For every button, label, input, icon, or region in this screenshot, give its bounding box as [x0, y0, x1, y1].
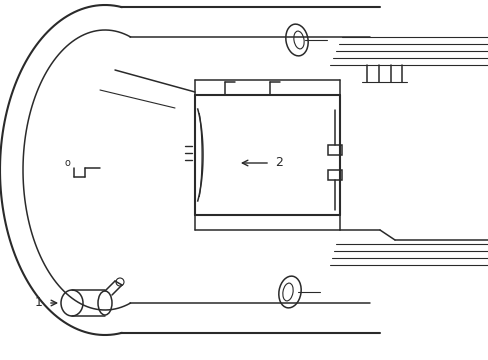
- Text: o: o: [64, 158, 70, 168]
- Bar: [327, 170, 341, 180]
- Text: 2: 2: [274, 157, 282, 170]
- Text: 1: 1: [35, 297, 43, 310]
- Bar: [327, 145, 341, 155]
